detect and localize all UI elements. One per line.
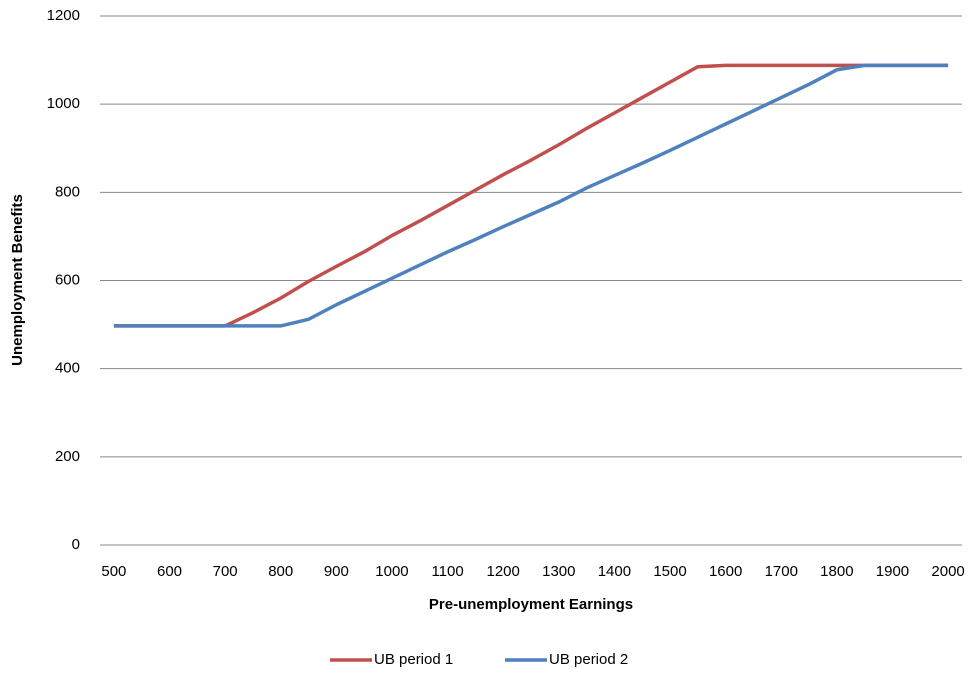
x-tick-label: 2000 [931, 563, 964, 580]
legend-label: UB period 1 [374, 651, 453, 668]
x-tick-label: 1400 [598, 563, 631, 580]
y-tick-label: 800 [55, 183, 80, 200]
x-tick-label: 1100 [431, 563, 463, 580]
y-tick-label: 200 [55, 448, 80, 465]
y-axis-title: Unemployment Benefits [9, 194, 26, 366]
series-line [113, 63, 949, 328]
x-tick-label: 1600 [709, 563, 742, 580]
x-tick-label: 1700 [765, 563, 798, 580]
x-tick-label: 1500 [653, 563, 686, 580]
x-tick-label: 500 [101, 563, 126, 580]
x-tick-label: 1200 [487, 563, 520, 580]
x-axis-title: Pre-unemployment Earnings [429, 596, 633, 613]
x-tick-label: 1800 [820, 563, 853, 580]
x-tick-label: 1300 [542, 563, 575, 580]
y-tick-label: 400 [55, 360, 80, 377]
legend-label: UB period 2 [549, 651, 628, 668]
x-tick-label: 1000 [375, 563, 408, 580]
x-tick-label: 800 [268, 563, 293, 580]
x-tick-label: 900 [324, 563, 349, 580]
y-tick-label: 1200 [47, 7, 80, 24]
x-tick-label: 700 [213, 563, 238, 580]
y-tick-label: 600 [55, 271, 80, 288]
x-tick-label: 600 [157, 563, 182, 580]
y-tick-label: 1000 [47, 95, 80, 112]
x-tick-label: 1900 [876, 563, 909, 580]
series-line [113, 63, 949, 328]
y-tick-label: 0 [72, 536, 80, 553]
